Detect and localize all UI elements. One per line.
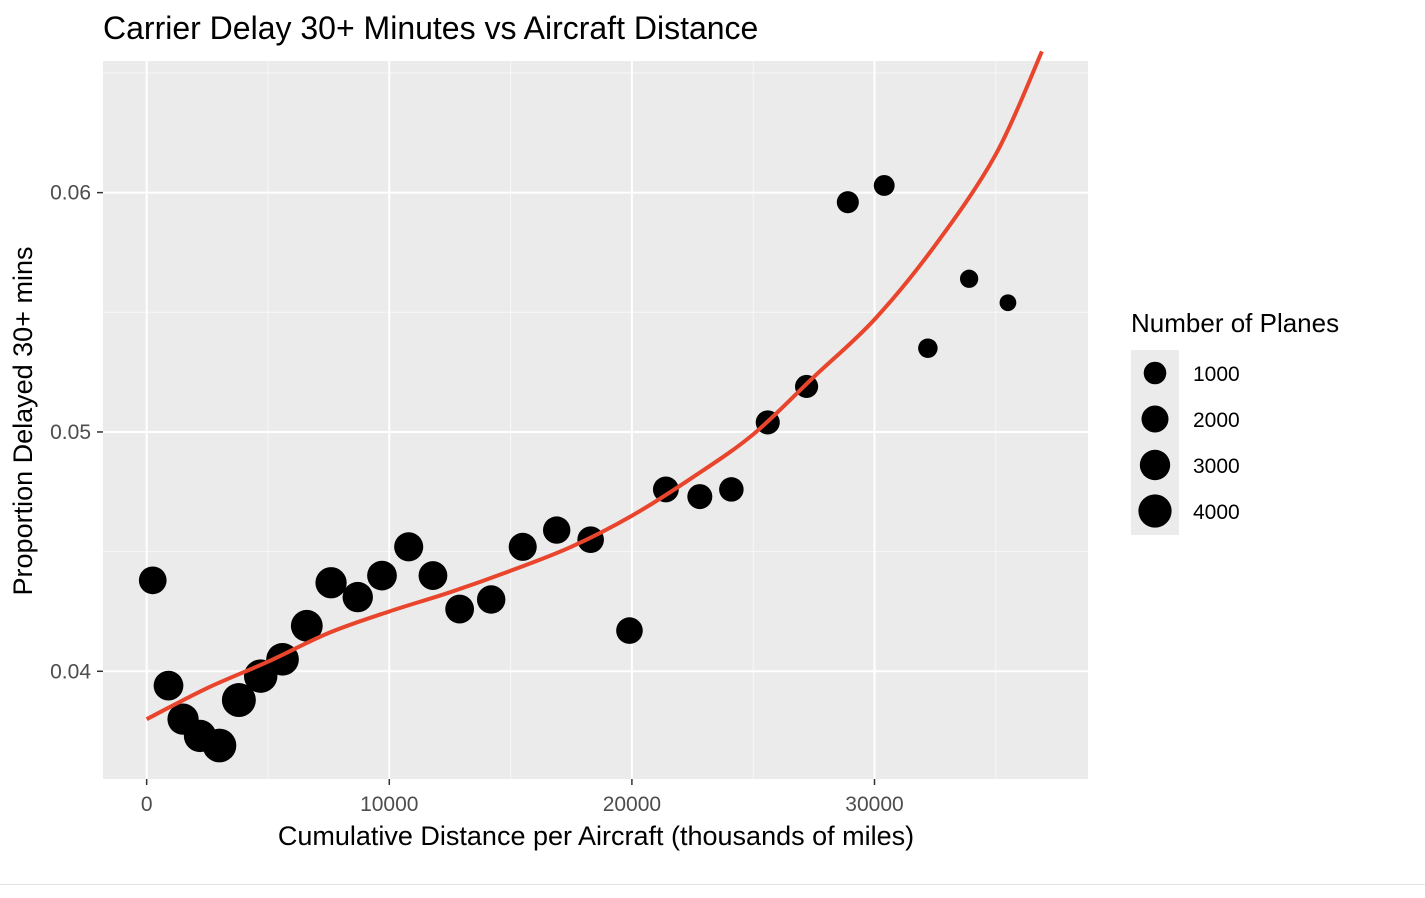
data-point: [616, 617, 643, 644]
legend-key-1000: [1143, 361, 1167, 385]
data-point: [687, 484, 713, 510]
minor-gridlines: [103, 61, 1088, 779]
data-point: [153, 670, 184, 701]
data-point: [918, 338, 938, 358]
data-point: [836, 191, 859, 214]
data-point: [999, 294, 1017, 312]
y-tick-label: 0.06: [50, 182, 91, 205]
legend-key-3000: [1139, 449, 1171, 481]
chart-title: Carrier Delay 30+ Minutes vs Aircraft Di…: [103, 10, 758, 46]
legend-key-2000: [1141, 405, 1169, 433]
data-point: [290, 609, 323, 642]
legend-keys: 1000 2000 3000 4000: [1138, 361, 1240, 528]
data-point: [367, 560, 397, 591]
data-point: [873, 175, 895, 196]
y-axis-label: Proportion Delayed 30+ mins: [8, 247, 38, 596]
data-point: [418, 561, 448, 590]
data-point: [342, 581, 373, 613]
y-tick-label: 0.04: [50, 660, 91, 683]
legend-label-4000: 4000: [1193, 501, 1240, 524]
data-point: [138, 566, 167, 595]
y-axis: 0.04 0.05 0.06: [50, 182, 103, 683]
data-point: [315, 567, 347, 599]
data-point: [959, 269, 979, 288]
page-bottom-divider: [0, 884, 1425, 885]
data-point: [202, 728, 237, 763]
data-points: [138, 175, 1017, 763]
data-point: [221, 683, 256, 718]
x-tick-label: 30000: [845, 793, 903, 816]
x-tick-label: 10000: [360, 793, 418, 816]
legend-label-1000: 1000: [1193, 363, 1240, 386]
x-axis-label: Cumulative Distance per Aircraft (thousa…: [278, 821, 914, 851]
legend-label-2000: 2000: [1193, 409, 1240, 432]
data-point: [652, 476, 679, 503]
major-gridlines: [103, 61, 1088, 779]
y-tick-label: 0.05: [50, 421, 91, 444]
x-axis: 0 10000 20000 30000: [141, 779, 904, 816]
x-tick-label: 0: [141, 793, 153, 816]
legend-title: Number of Planes: [1131, 308, 1339, 338]
data-point: [719, 477, 744, 502]
legend-key-4000: [1138, 494, 1172, 528]
smooth-trend-line: [145, 50, 1044, 721]
legend-label-3000: 3000: [1193, 455, 1240, 478]
x-tick-label: 20000: [603, 793, 661, 816]
data-point: [394, 532, 424, 562]
legend: Number of Planes 1000 2000 3000 4000: [1131, 308, 1339, 535]
data-point: [508, 532, 537, 561]
data-point: [476, 585, 506, 614]
data-point: [445, 594, 475, 624]
data-point: [542, 516, 571, 544]
